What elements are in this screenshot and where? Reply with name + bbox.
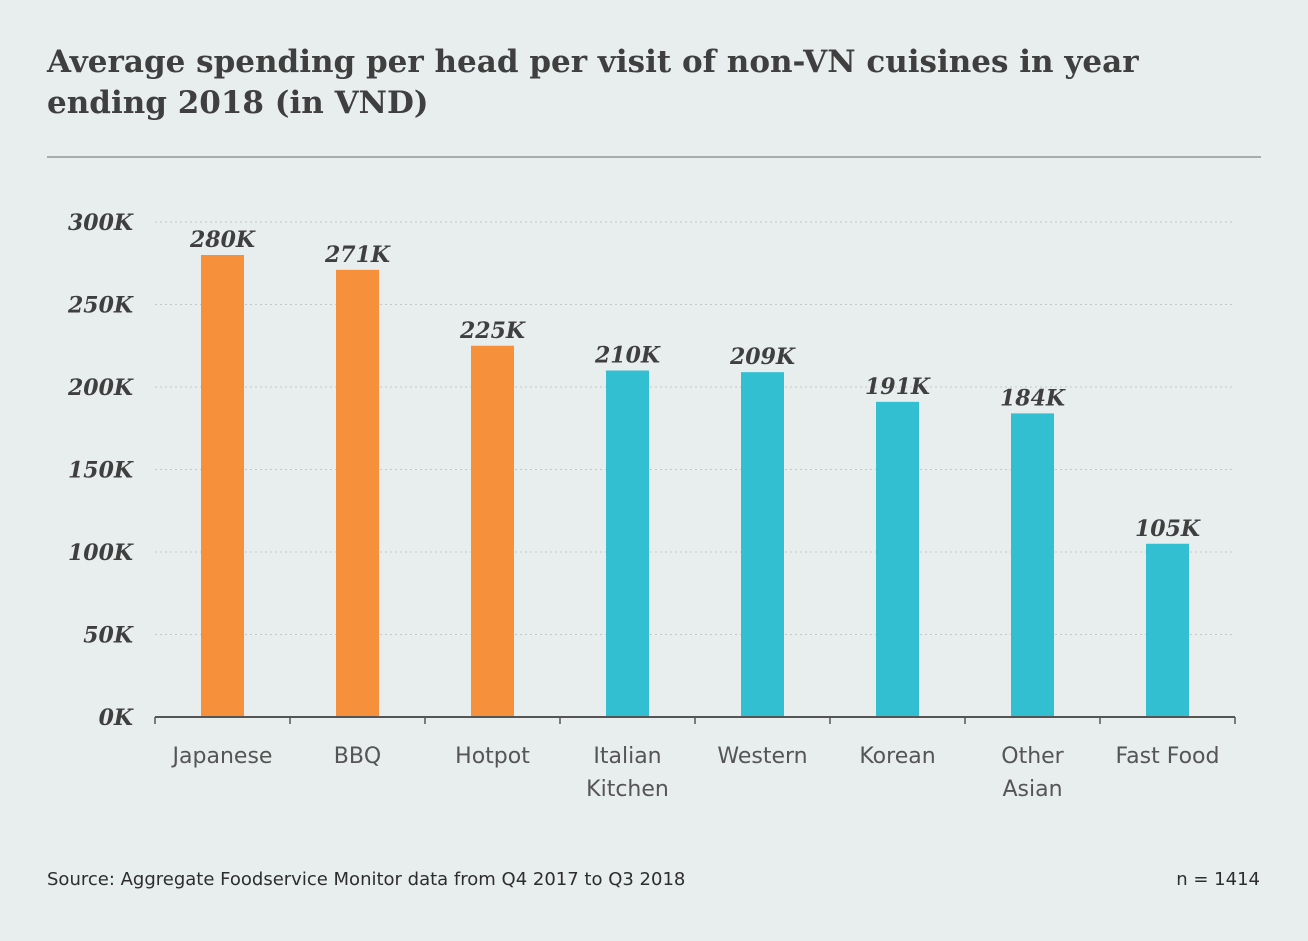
source-note: Source: Aggregate Foodservice Monitor da… — [47, 869, 686, 890]
bar-value-label: 280K — [189, 227, 256, 253]
bar — [741, 372, 784, 717]
x-axis — [154, 716, 1236, 724]
bar-value-label: 210K — [594, 343, 661, 369]
x-tick-label: Hotpot — [455, 744, 530, 769]
gridlines — [155, 221, 1235, 635]
sample-size: n = 1414 — [1176, 869, 1260, 890]
y-tick-label: 200K — [67, 375, 134, 401]
bar — [1146, 543, 1189, 717]
y-tick-label: 0K — [99, 705, 134, 731]
x-tick-label: Fast Food — [1116, 744, 1220, 769]
title-divider — [47, 156, 1261, 158]
x-tick-label: BBQ — [334, 744, 382, 769]
x-tick-label: Italian — [593, 744, 661, 769]
x-tick-label: Japanese — [171, 744, 273, 769]
bar-value-label: 191K — [865, 374, 931, 400]
chart-title: Average spending per head per visit of n… — [47, 44, 1139, 121]
x-tick-label: Asian — [1002, 777, 1062, 802]
y-tick-label: 250K — [67, 293, 134, 319]
x-tick-label: Other — [1001, 744, 1064, 769]
bar-value-label: 184K — [1000, 385, 1066, 411]
y-tick-label: 50K — [83, 623, 134, 649]
bar-value-label: 225K — [459, 318, 526, 344]
x-tick-label: Western — [717, 744, 807, 769]
bar — [336, 269, 379, 717]
bar-value-label: 209K — [729, 344, 796, 370]
bar — [201, 255, 244, 717]
y-tick-label: 150K — [68, 458, 134, 484]
bar-value-label: 271K — [324, 242, 391, 268]
bars — [201, 255, 1189, 717]
bar — [876, 401, 919, 717]
x-tick-label: Kitchen — [586, 777, 669, 802]
x-axis-category-labels: Japanese BBQ Hotpot Italian Kitchen Western Ko… — [171, 744, 1220, 802]
value-labels: 280K 271K 225K 210K 209K 191K 184K 105K — [189, 227, 1201, 542]
bar — [1011, 413, 1054, 717]
y-axis-tick-labels: 0K 50K 100K 150K 200K 250K 300K — [67, 210, 134, 731]
y-tick-label: 100K — [68, 540, 134, 566]
bar — [606, 370, 649, 717]
x-tick-label: Korean — [859, 744, 935, 769]
bar — [471, 345, 514, 717]
y-tick-label: 300K — [68, 210, 134, 236]
bar-value-label: 105K — [1135, 516, 1201, 542]
